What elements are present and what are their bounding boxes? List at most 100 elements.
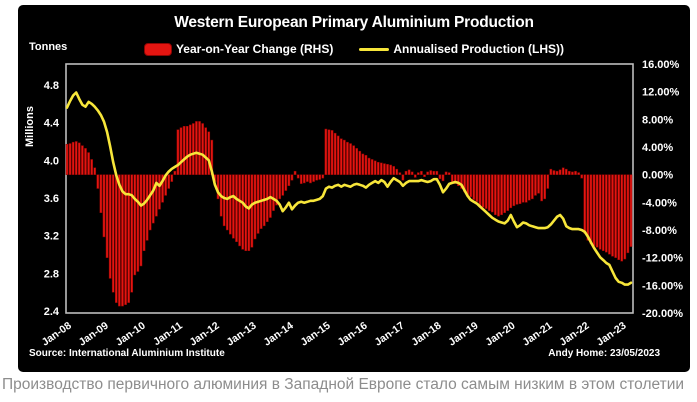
- yoy-bar: [96, 174, 100, 189]
- yoy-bar: [272, 174, 275, 211]
- yoy-bar: [383, 163, 386, 175]
- right-axis-tick: 12.00%: [642, 87, 680, 99]
- yoy-bar: [315, 174, 318, 181]
- yoy-bar: [420, 170, 423, 175]
- yoy-bar: [253, 174, 257, 240]
- yoy-bar: [494, 174, 497, 216]
- yoy-bar: [244, 174, 248, 251]
- x-axis-tick: Jan-23: [594, 320, 628, 349]
- yoy-bar: [370, 159, 374, 175]
- yoy-bar: [373, 160, 377, 175]
- line-series-label: Annualised Production (LHS)): [393, 42, 565, 56]
- production-line: [65, 91, 633, 286]
- yoy-bar: [574, 170, 577, 175]
- yoy-bar: [531, 174, 534, 200]
- yoy-bar: [225, 174, 229, 231]
- yoy-bar: [81, 145, 84, 175]
- yoy-bar: [386, 164, 389, 175]
- yoy-bar: [124, 174, 127, 305]
- plot-frame: [65, 63, 634, 314]
- yoy-bar: [256, 174, 260, 234]
- yoy-bar: [469, 174, 473, 198]
- x-axis-tick: Jan-11: [151, 320, 185, 349]
- yoy-bar: [454, 174, 457, 184]
- yoy-bar: [275, 174, 278, 206]
- x-axis-tick: Jan-08: [40, 320, 74, 349]
- yoy-bar: [561, 167, 565, 175]
- left-axis-tick: 3.2: [44, 231, 59, 243]
- x-axis-tick: Jan-16: [335, 320, 369, 349]
- yoy-bar: [543, 174, 547, 200]
- left-axis-tick: 4.4: [44, 118, 60, 130]
- yoy-bar: [571, 171, 574, 175]
- yoy-bar: [333, 132, 337, 175]
- plot-svg: 4.8 4.4 4.0 3.6 3.2 2.8 2.4 16.00% 12.00% 8.00% 4.…: [40, 59, 684, 349]
- yoy-bar: [195, 121, 198, 175]
- yoy-bar: [577, 172, 580, 175]
- yoy-bar: [358, 150, 362, 175]
- yoy-bar: [586, 174, 590, 241]
- yoy-bar: [583, 174, 587, 234]
- yoy-bar: [367, 157, 371, 175]
- yoy-bar: [423, 174, 426, 177]
- chart-panel: Western European Primary Aluminium Produ…: [18, 5, 690, 372]
- yoy-bar: [528, 174, 531, 201]
- yoy-bar: [287, 174, 291, 186]
- yoy-bar: [121, 174, 124, 307]
- yoy-bar: [343, 139, 346, 175]
- yoy-bar: [281, 174, 285, 196]
- yoy-bar: [293, 170, 297, 175]
- yoy-bar: [629, 174, 633, 247]
- yoy-bar: [592, 174, 596, 247]
- chart-title: Western European Primary Aluminium Produ…: [174, 14, 534, 31]
- yoy-bar: [71, 141, 75, 175]
- yoy-bar: [68, 143, 72, 175]
- yoy-bar: [238, 174, 241, 247]
- yoy-bar: [148, 174, 152, 231]
- right-axis-tick: 0.00%: [642, 170, 673, 182]
- yoy-bar: [232, 174, 235, 239]
- yoy-bar: [364, 155, 368, 175]
- yoy-bar: [241, 174, 244, 250]
- yoy-bar: [410, 171, 414, 175]
- yoy-bar: [145, 174, 149, 241]
- left-axis-tick: 4.0: [44, 155, 59, 167]
- yoy-bar: [417, 172, 420, 175]
- yoy-bar: [142, 174, 146, 251]
- yoy-bar: [336, 135, 340, 175]
- yoy-bar: [170, 174, 174, 182]
- yoy-bar: [380, 162, 383, 175]
- yoy-bar: [176, 129, 180, 175]
- yoy-bar: [537, 174, 540, 194]
- yoy-bar: [152, 174, 155, 224]
- yoy-bar: [432, 170, 436, 175]
- yoy-bar: [441, 174, 445, 182]
- yoy-bar: [105, 174, 109, 258]
- legend: Year-on-Year Change (RHS) Annualised Pro…: [18, 42, 690, 56]
- x-axis-tick: Jan-10: [114, 320, 148, 349]
- yoy-bar: [407, 169, 411, 175]
- yoy-bar: [438, 174, 442, 180]
- right-axis-tick: -8.00%: [642, 225, 677, 237]
- yoy-bar: [111, 174, 115, 293]
- x-axis-tick: Jan-17: [372, 320, 406, 349]
- yoy-bar: [546, 174, 550, 189]
- left-axis-tick: 3.6: [44, 193, 59, 205]
- line-series-swatch-icon: [359, 47, 390, 51]
- yoy-bar: [398, 172, 402, 175]
- yoy-bar: [524, 174, 528, 203]
- yoy-bar: [340, 138, 343, 175]
- yoy-bar: [450, 174, 454, 182]
- yoy-bar: [413, 174, 417, 178]
- yoy-bar: [222, 174, 226, 227]
- yoy-bar: [558, 169, 562, 175]
- yoy-bar: [500, 174, 503, 216]
- yoy-bar: [204, 127, 207, 175]
- yoy-bar: [136, 174, 140, 272]
- yoy-bar: [303, 174, 306, 184]
- yoy-bar: [182, 126, 186, 175]
- yoy-bar: [512, 174, 516, 207]
- yoy-bar: [108, 174, 112, 279]
- yoy-bar: [475, 174, 479, 202]
- yoy-bar: [352, 145, 355, 175]
